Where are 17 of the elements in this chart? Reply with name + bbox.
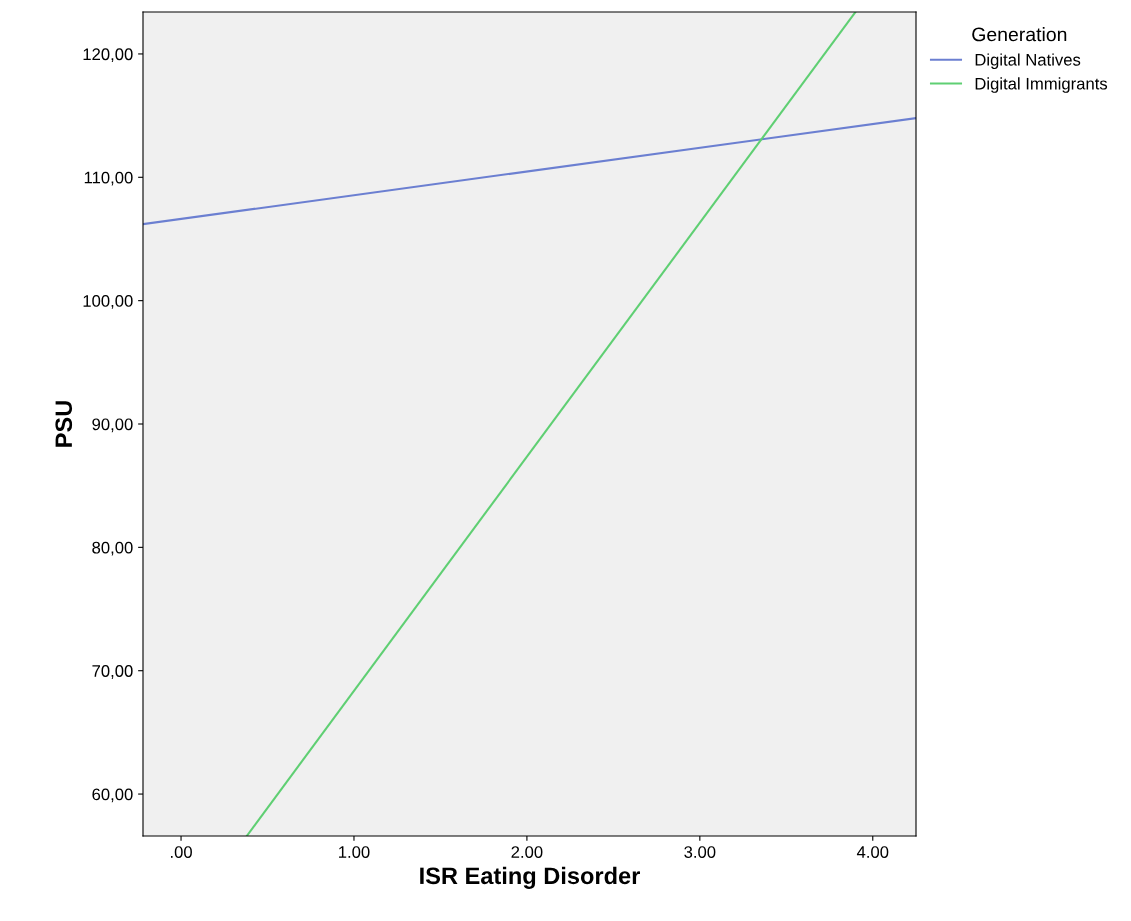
x-tick-label: 3.00 (684, 846, 716, 858)
y-tick-label: 100,00 (83, 295, 133, 309)
y-tick-label: 120,00 (83, 48, 133, 63)
y-axis-title: PSU (55, 401, 73, 447)
legend-title: Generation (972, 27, 1067, 42)
x-tick-label: 4.00 (856, 846, 889, 858)
y-tick-label: 70,00 (92, 665, 133, 679)
y-tick-label: 110,00 (84, 171, 133, 186)
legend-label: Digital Natives (975, 53, 1081, 69)
x-axis-title: ISR Eating Disorder (420, 866, 641, 889)
x-tick-label: 2.00 (511, 846, 543, 858)
y-tick-label: 80,00 (92, 541, 133, 556)
y-tick-label: 60,00 (92, 788, 133, 803)
x-tick-label: 1.00 (339, 846, 370, 858)
legend-label: Digital Immigrants (975, 77, 1108, 93)
y-tick-label: 90,00 (92, 418, 133, 433)
x-tick-label: .00 (170, 846, 192, 858)
